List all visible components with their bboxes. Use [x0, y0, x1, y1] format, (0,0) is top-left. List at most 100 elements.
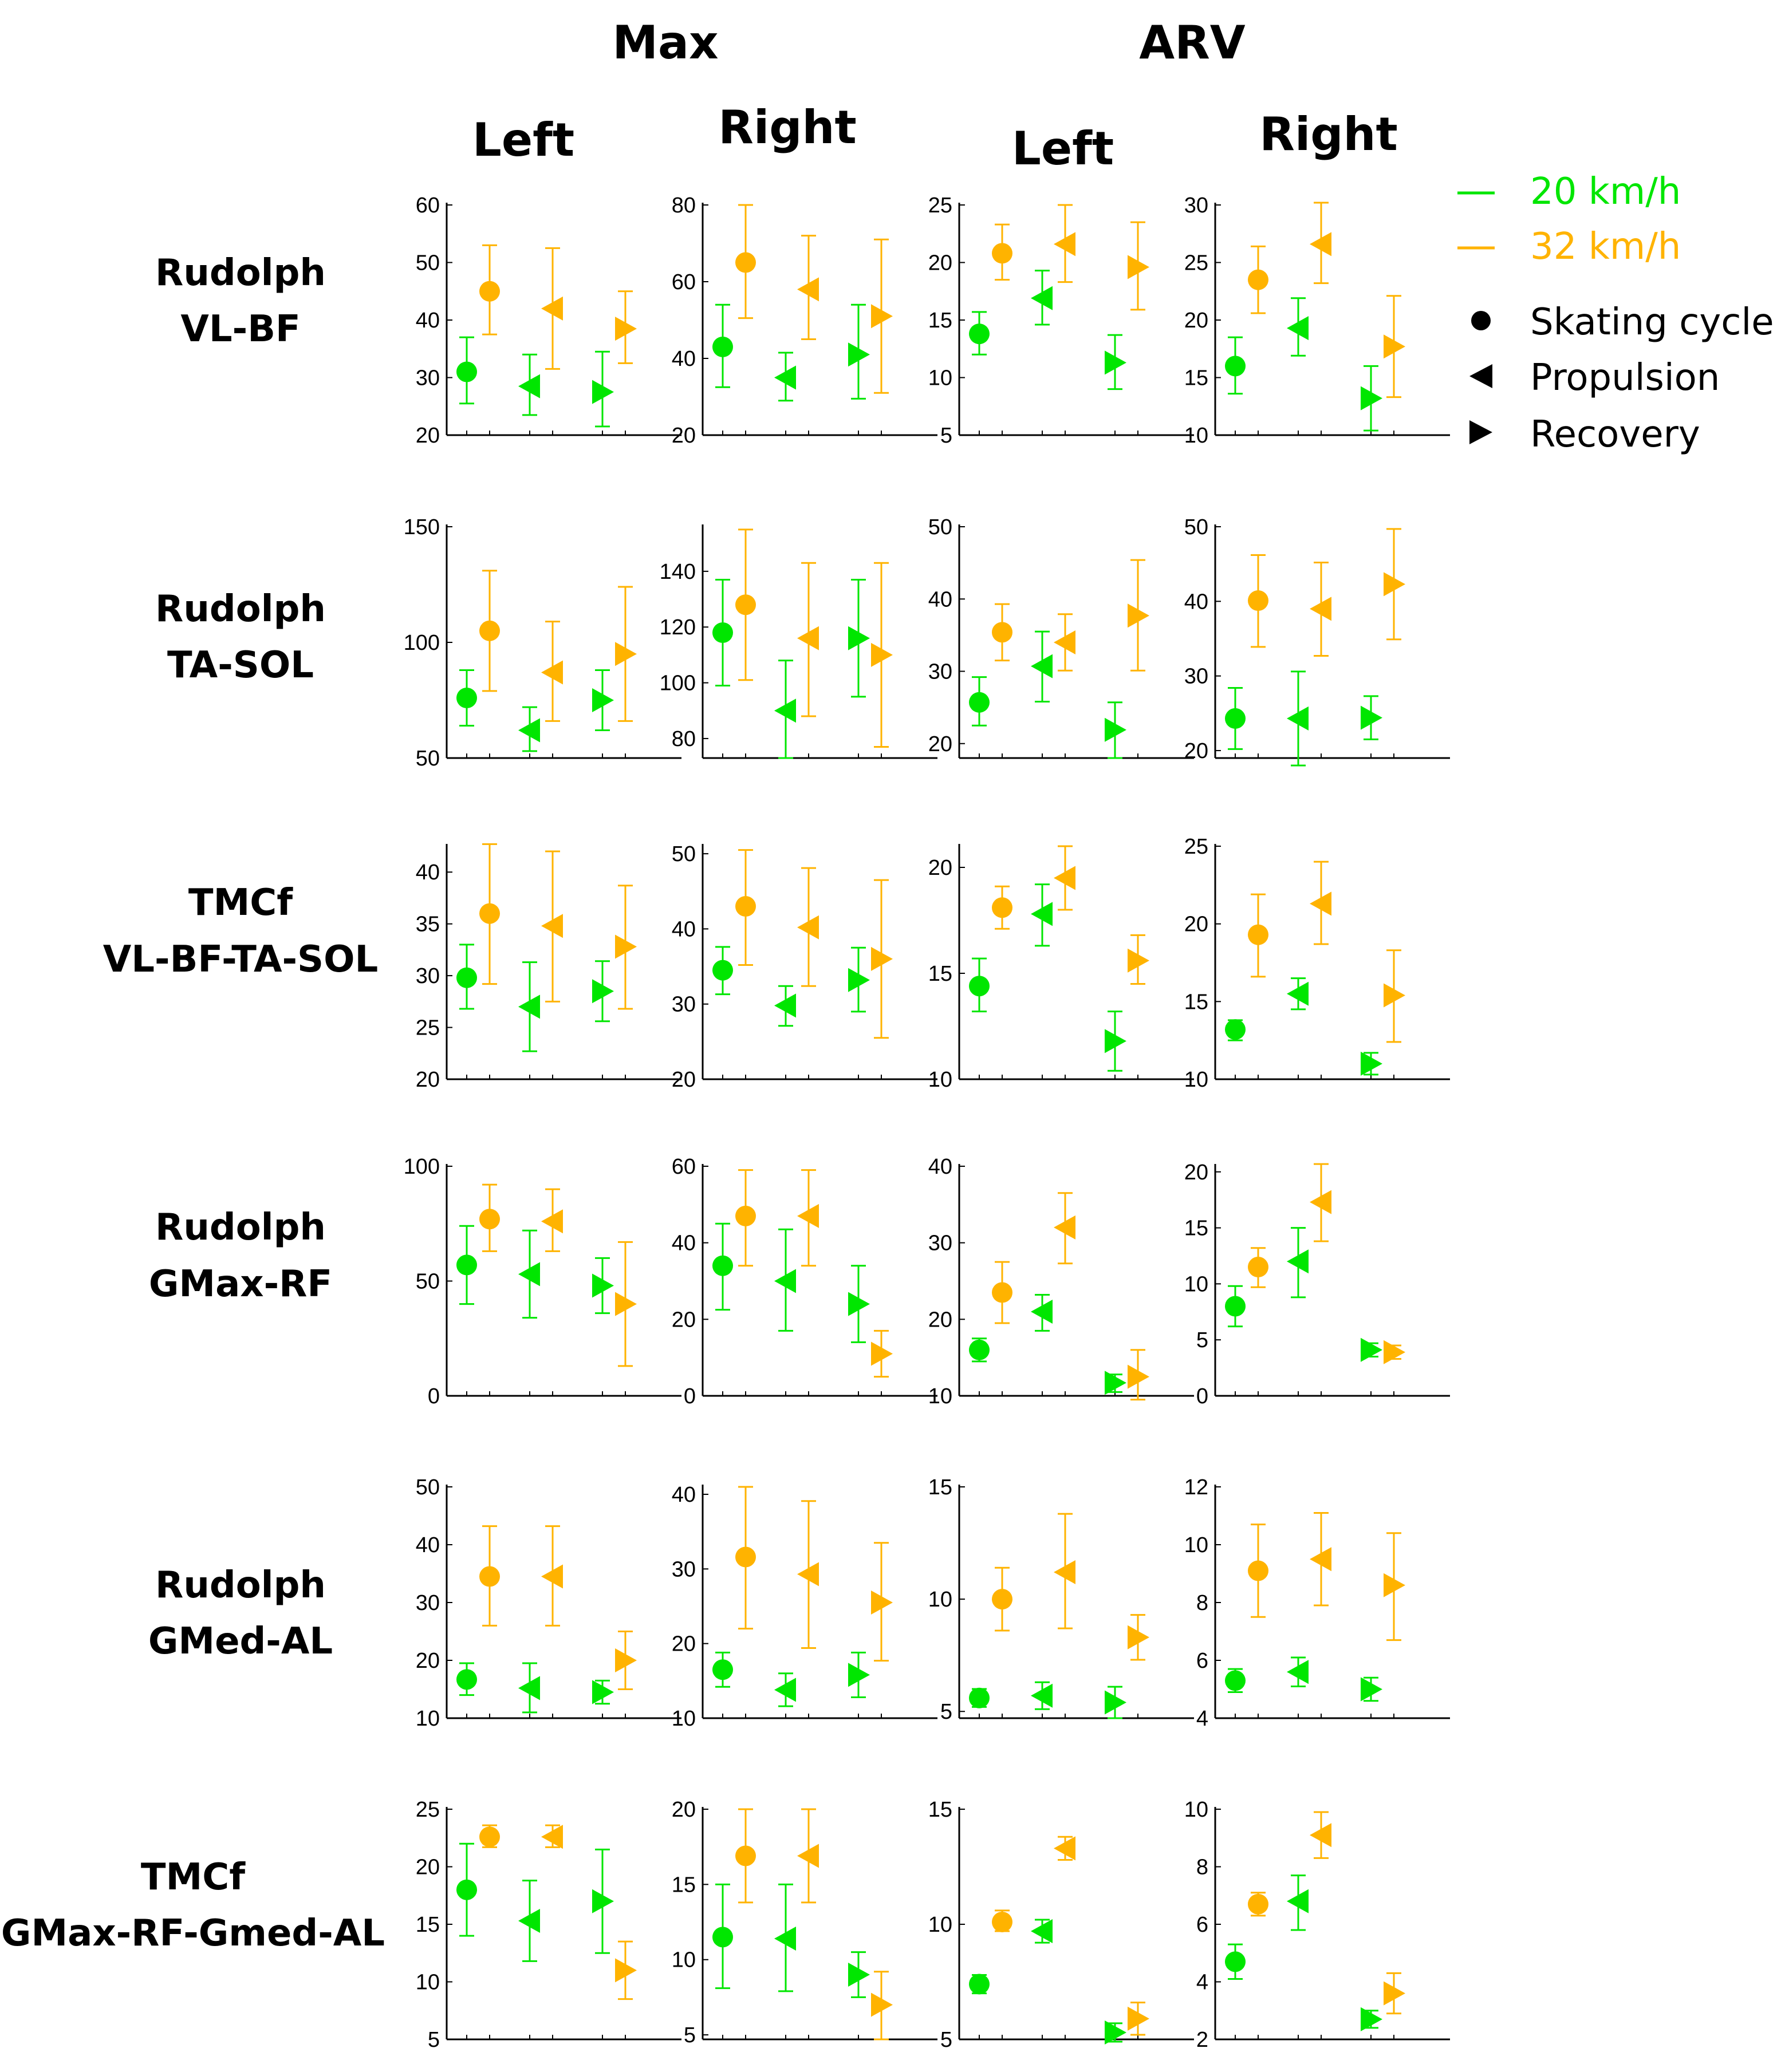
point-propulsion-32kmh — [797, 626, 819, 650]
panel-r6-arv-right: 2 4 6 8 10 — [1184, 1798, 1450, 2052]
point-propulsion-32kmh — [797, 1203, 819, 1228]
point-skating-cycle-32kmh — [1248, 590, 1268, 611]
point-skating-cycle-20kmh — [1225, 708, 1246, 729]
point-recovery-32kmh — [1384, 1340, 1405, 1364]
point-skating-cycle-32kmh — [992, 897, 1012, 918]
legend-label-recovery: Recovery — [1530, 413, 1700, 456]
panel-r5-max-right: 10 20 30 40 — [672, 1483, 937, 1731]
y-tick-label: 25 — [928, 194, 952, 218]
point-skating-cycle-32kmh — [992, 1589, 1012, 1610]
y-tick-label: 15 — [1184, 1217, 1208, 1241]
y-tick-label: 120 — [660, 615, 696, 640]
point-skating-cycle-20kmh — [1225, 356, 1246, 377]
point-recovery-20kmh — [1361, 1337, 1382, 1362]
point-propulsion-20kmh — [1287, 981, 1309, 1006]
point-propulsion-32kmh — [541, 1825, 563, 1849]
panel-r5-arv-left: 5 10 15 — [928, 1475, 1194, 1724]
y-tick-label: 50 — [1184, 515, 1208, 539]
y-tick-label: 10 — [1184, 424, 1208, 448]
point-recovery-20kmh — [1105, 1690, 1126, 1715]
y-tick-label: 40 — [928, 1155, 952, 1179]
panel-r6-max-left: 5 10 15 20 25 — [416, 1798, 681, 2052]
y-tick-label: 20 — [672, 424, 696, 448]
point-propulsion-32kmh — [1310, 1190, 1331, 1214]
point-propulsion-32kmh — [797, 277, 819, 302]
y-tick-label: 10 — [928, 1384, 952, 1408]
point-skating-cycle-32kmh — [992, 622, 1012, 643]
y-tick-label: 10 — [1184, 1533, 1208, 1557]
panel-r1-arv-left: 5 10 15 20 25 — [928, 194, 1194, 448]
point-skating-cycle-32kmh — [1248, 1893, 1268, 1915]
y-tick-label: 25 — [416, 1798, 440, 1822]
point-skating-cycle-32kmh — [735, 1546, 756, 1568]
y-tick-label: 5 — [428, 2028, 440, 2052]
point-propulsion-20kmh — [1287, 706, 1309, 731]
y-tick-label: 150 — [404, 515, 440, 539]
y-tick-label: 0 — [684, 1384, 696, 1408]
y-tick-label: 10 — [928, 366, 952, 390]
point-skating-cycle-32kmh — [1248, 924, 1268, 945]
point-recovery-20kmh — [592, 1680, 614, 1704]
point-skating-cycle-32kmh — [735, 252, 756, 273]
point-recovery-32kmh — [615, 934, 637, 959]
y-tick-label: 15 — [928, 309, 952, 333]
header-arv-right: Right — [1259, 108, 1397, 161]
y-tick-label: 30 — [928, 1232, 952, 1256]
point-propulsion-20kmh — [518, 718, 540, 743]
point-recovery-20kmh — [1361, 386, 1382, 411]
point-recovery-20kmh — [592, 1273, 614, 1298]
point-skating-cycle-20kmh — [456, 361, 477, 382]
y-tick-label: 20 — [672, 1632, 696, 1656]
y-tick-label: 10 — [672, 1948, 696, 1972]
point-recovery-32kmh — [871, 946, 893, 971]
panel-r4-max-right: 0 20 40 60 — [672, 1155, 937, 1408]
y-tick-label: 60 — [672, 270, 696, 294]
row-label-6-line-1: TMCf — [141, 1856, 246, 1899]
point-recovery-20kmh — [592, 688, 614, 712]
point-skating-cycle-32kmh — [479, 620, 500, 641]
point-recovery-20kmh — [1361, 1051, 1382, 1076]
y-tick-label: 10 — [928, 1068, 952, 1092]
point-recovery-32kmh — [615, 1958, 637, 1983]
point-propulsion-32kmh — [1310, 1547, 1331, 1572]
point-recovery-32kmh — [871, 304, 893, 329]
point-propulsion-20kmh — [774, 993, 796, 1018]
y-tick-label: 15 — [1184, 366, 1208, 390]
panel-r6-arv-left: 5 10 15 — [928, 1798, 1194, 2052]
left-triangle-marker-icon — [1469, 364, 1492, 388]
y-tick-label: 5 — [1196, 1328, 1208, 1352]
point-recovery-20kmh — [1105, 1029, 1126, 1053]
point-recovery-32kmh — [1128, 603, 1149, 628]
panel-r2-arv-left: 20 30 40 50 — [928, 515, 1194, 759]
point-skating-cycle-20kmh — [969, 976, 990, 997]
point-skating-cycle-20kmh — [969, 692, 990, 713]
panel-r5-arv-right: 4 6 8 10 12 — [1184, 1475, 1450, 1731]
point-skating-cycle-20kmh — [712, 1659, 733, 1680]
point-recovery-20kmh — [1361, 1677, 1382, 1702]
y-tick-label: 20 — [416, 424, 440, 448]
y-tick-label: 2 — [1196, 2028, 1208, 2052]
point-skating-cycle-20kmh — [969, 1974, 990, 1995]
point-recovery-20kmh — [848, 1292, 870, 1316]
point-recovery-32kmh — [1384, 572, 1405, 597]
point-skating-cycle-20kmh — [1225, 1296, 1246, 1317]
y-tick-label: 50 — [416, 1475, 440, 1499]
y-tick-label: 25 — [416, 1016, 440, 1040]
y-tick-label: 15 — [672, 1873, 696, 1897]
panel-r2-arv-right: 20 30 40 50 — [1184, 515, 1450, 767]
y-tick-label: 40 — [672, 347, 696, 371]
legend: 20 km/h 32 km/h Skating cycle Propulsion… — [1457, 171, 1774, 456]
y-tick-label: 10 — [416, 1971, 440, 1995]
y-tick-label: 4 — [1196, 1707, 1208, 1731]
point-recovery-20kmh — [1105, 1371, 1126, 1395]
panel-r5-max-left: 10 20 30 40 50 — [416, 1475, 681, 1731]
row-label-3-line-2: VL-BF-TA-SOL — [103, 938, 379, 981]
y-tick-label: 20 — [1184, 309, 1208, 333]
panel-r4-max-left: 0 50 100 — [404, 1155, 681, 1408]
point-propulsion-32kmh — [1054, 866, 1075, 890]
point-recovery-20kmh — [1105, 350, 1126, 375]
y-tick-label: 50 — [928, 515, 952, 539]
y-tick-label: 20 — [928, 856, 952, 880]
panel-r1-arv-right: 10 15 20 25 30 — [1184, 194, 1450, 448]
point-recovery-20kmh — [1361, 705, 1382, 730]
